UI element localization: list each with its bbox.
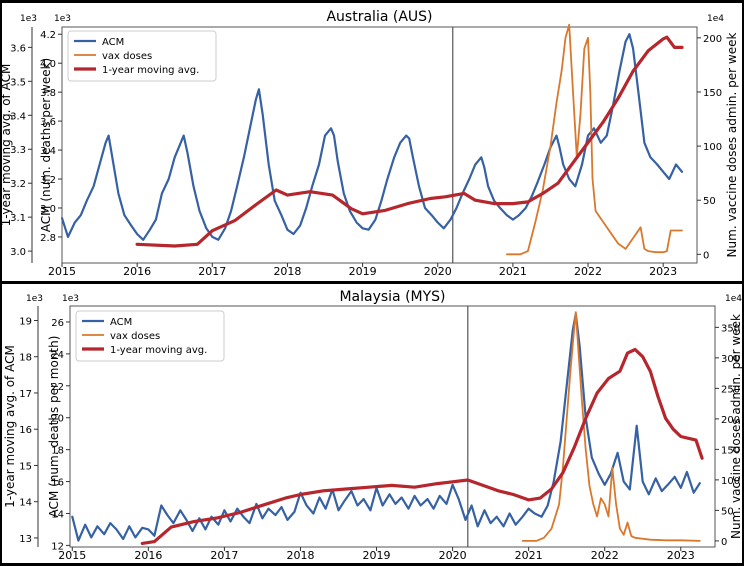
outer-y-tick-label: 3.4 xyxy=(10,111,26,122)
left-axis-multiplier: 1e3 xyxy=(54,14,71,24)
y-tick-label: 24 xyxy=(51,350,64,361)
bottom-border xyxy=(0,563,744,566)
right-axis-multiplier: 1e4 xyxy=(707,14,724,24)
y2-tick-label: 200 xyxy=(703,34,722,45)
y-tick-label: 12 xyxy=(51,541,64,552)
legend-label: 1-year moving avg. xyxy=(102,65,199,76)
y-tick-label: 3.2 xyxy=(40,175,56,186)
y2-axis-label: Num. vaccine doses admin. per week xyxy=(725,33,739,258)
outer-axis-multiplier: 1e3 xyxy=(26,294,43,304)
outer-y-tick-label: 3.3 xyxy=(10,145,26,156)
moving-avg-series-line xyxy=(135,35,684,248)
x-tick-label: 2021 xyxy=(515,549,543,562)
y-tick-label: 3.8 xyxy=(40,88,56,99)
x-tick-label: 2019 xyxy=(363,549,391,562)
panel-divider xyxy=(0,281,744,284)
outer-y-tick-label: 3.1 xyxy=(10,213,26,224)
x-tick-label: 2020 xyxy=(424,265,452,278)
y-tick-label: 2.8 xyxy=(40,233,56,244)
x-tick-label: 2017 xyxy=(210,549,238,562)
x-tick-label: 2019 xyxy=(349,265,377,278)
outer-y-tick-label: 15 xyxy=(19,461,32,472)
y2-tick-label: 150 xyxy=(703,88,722,99)
y-tick-label: 26 xyxy=(51,318,64,329)
outer-y-tick-label: 17 xyxy=(19,389,32,400)
x-tick-label: 2023 xyxy=(649,265,677,278)
y-tick-label: 20 xyxy=(51,414,64,425)
legend-label: ACM xyxy=(102,37,124,48)
y-tick-label: 18 xyxy=(51,446,64,457)
outer-axis-multiplier: 1e3 xyxy=(20,14,37,24)
x-tick-label: 2018 xyxy=(273,265,301,278)
y2-tick-label: 0 xyxy=(721,537,727,548)
y2-tick-label: 350 xyxy=(721,323,740,334)
legend-box xyxy=(75,310,225,362)
outer-y-axis-label: 1-year moving avg. of ACM xyxy=(0,64,13,227)
outer-y-axis-label: 1-year moving avg. of ACM xyxy=(3,345,17,508)
y2-tick-label: 250 xyxy=(721,384,740,395)
legend-label: 1-year moving avg. xyxy=(110,345,207,356)
right-axis-multiplier: 1e4 xyxy=(725,294,742,304)
legend-box xyxy=(67,30,217,82)
outer-y-tick-label: 14 xyxy=(19,498,32,509)
outer-y-tick-label: 19 xyxy=(19,316,32,327)
x-tick-label: 2023 xyxy=(667,549,695,562)
y-tick-label: 4.0 xyxy=(40,59,56,70)
chart-title: Malaysia (MYS) xyxy=(339,289,445,305)
y-tick-label: 3.0 xyxy=(40,204,56,215)
y2-tick-label: 150 xyxy=(721,445,740,456)
x-tick-label: 2016 xyxy=(123,265,151,278)
vax-doses-series-line xyxy=(506,23,683,256)
y-tick-label: 16 xyxy=(51,478,64,489)
left-axis-multiplier: 1e3 xyxy=(62,294,79,304)
legend-label: ACM xyxy=(110,317,132,328)
y-axis-label: ACM (num. deaths per month) xyxy=(47,336,61,518)
y2-tick-label: 0 xyxy=(703,250,709,261)
y2-axis-label: Num. vaccine doses admin. per week xyxy=(729,314,743,539)
y-tick-label: 4.2 xyxy=(40,30,56,41)
outer-y-tick-label: 3.6 xyxy=(10,43,26,54)
outer-y-tick-label: 13 xyxy=(19,534,32,545)
x-tick-label: 2018 xyxy=(286,549,314,562)
outer-y-tick-label: 18 xyxy=(19,353,32,364)
outer-y-tick-label: 16 xyxy=(19,425,32,436)
acm-series-line xyxy=(60,33,684,241)
x-tick-label: 2017 xyxy=(198,265,226,278)
y-axis-label: ACM (num. deaths per week) xyxy=(39,58,53,232)
legend-label: vax doses xyxy=(102,51,152,62)
outer-y-tick-label: 3.2 xyxy=(10,179,26,190)
x-tick-label: 2016 xyxy=(134,549,162,562)
x-tick-label: 2015 xyxy=(58,549,86,562)
y2-tick-label: 50 xyxy=(721,506,734,517)
y2-tick-label: 100 xyxy=(721,476,740,487)
x-tick-label: 2020 xyxy=(439,549,467,562)
y-tick-label: 14 xyxy=(51,509,64,520)
plot-frame xyxy=(61,26,698,264)
y-tick-label: 3.6 xyxy=(40,117,56,128)
left-border xyxy=(0,0,2,566)
x-tick-label: 2015 xyxy=(48,265,76,278)
y2-tick-label: 50 xyxy=(703,196,716,207)
plot-frame xyxy=(69,305,716,548)
acm-series-line xyxy=(71,312,701,542)
top-border xyxy=(0,0,744,3)
x-tick-label: 2021 xyxy=(499,265,527,278)
outer-y-tick-label: 3.5 xyxy=(10,77,26,88)
y2-tick-label: 200 xyxy=(721,415,740,426)
legend-label: vax doses xyxy=(110,331,160,342)
chart-australia: Australia (AUS) 1e3 1e3 1e4 2015 2016 2017 2018… xyxy=(0,9,739,278)
y2-tick-label: 300 xyxy=(721,354,740,365)
y2-tick-label: 100 xyxy=(703,142,722,153)
x-tick-label: 2022 xyxy=(574,265,602,278)
moving-avg-series-line xyxy=(140,347,704,545)
y-tick-label: 22 xyxy=(51,382,64,393)
right-border xyxy=(742,0,744,566)
outer-y-tick-label: 3.0 xyxy=(10,247,26,258)
chart-title: Australia (AUS) xyxy=(326,9,432,25)
x-tick-label: 2022 xyxy=(591,549,619,562)
y-tick-label: 3.4 xyxy=(40,146,56,157)
